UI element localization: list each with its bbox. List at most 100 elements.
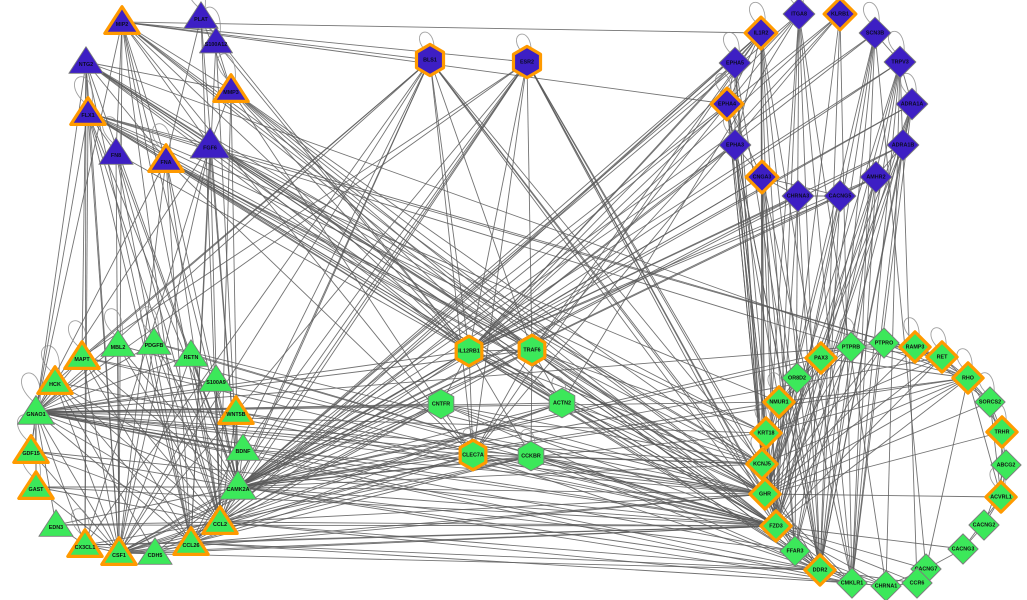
node-shape-diamond[interactable] <box>947 533 979 565</box>
node-shape-triangle[interactable] <box>201 505 239 535</box>
node-shape-diamond[interactable] <box>859 160 893 194</box>
graph-node[interactable]: SCN3B <box>858 16 892 50</box>
node-shape-diamond[interactable] <box>781 362 813 394</box>
node-shape-triangle[interactable] <box>17 470 55 500</box>
node-shape-diamond[interactable] <box>718 46 752 80</box>
node-shape-diamond[interactable] <box>762 385 796 419</box>
node-shape-diamond[interactable] <box>990 449 1022 481</box>
graph-node[interactable]: CACNG2 <box>968 509 1000 541</box>
graph-node[interactable]: PLAT <box>183 1 219 29</box>
node-shape-diamond[interactable] <box>951 361 985 395</box>
node-shape-diamond[interactable] <box>718 128 752 162</box>
node-shape-triangle[interactable] <box>198 364 234 392</box>
node-shape-triangle[interactable] <box>147 143 185 173</box>
graph-node[interactable]: AMHR2 <box>859 160 893 194</box>
graph-node[interactable]: MBL2 <box>100 329 136 357</box>
node-shape-diamond[interactable] <box>709 86 745 122</box>
node-shape-hexagon[interactable] <box>414 42 446 78</box>
graph-node[interactable]: CACNG3 <box>947 533 979 565</box>
graph-node[interactable]: FFAR3 <box>779 535 811 567</box>
node-shape-triangle[interactable] <box>172 526 210 556</box>
node-shape-diamond[interactable] <box>748 477 782 511</box>
graph-node[interactable]: EDN3 <box>38 509 74 537</box>
node-shape-diamond[interactable] <box>759 509 793 543</box>
node-shape-diamond[interactable] <box>984 480 1018 514</box>
node-shape-triangle[interactable] <box>136 327 172 355</box>
node-shape-hexagon[interactable] <box>517 333 547 367</box>
node-shape-diamond[interactable] <box>886 128 920 162</box>
node-shape-diamond[interactable] <box>925 340 959 374</box>
node-shape-diamond[interactable] <box>749 416 783 450</box>
node-shape-diamond[interactable] <box>868 327 900 359</box>
node-shape-triangle[interactable] <box>36 365 74 395</box>
node-shape-diamond[interactable] <box>782 0 816 31</box>
node-shape-triangle[interactable] <box>137 537 173 565</box>
node-shape-diamond[interactable] <box>883 45 917 79</box>
node-shape-diamond[interactable] <box>898 330 932 364</box>
node-shape-triangle[interactable] <box>225 433 261 461</box>
graph-node[interactable]: NTG2 <box>68 46 104 74</box>
node-shape-triangle[interactable] <box>189 126 231 159</box>
graph-node[interactable]: IL12RB1 <box>454 334 484 368</box>
graph-node[interactable]: IL1R2 <box>743 15 779 51</box>
node-shape-diamond[interactable] <box>823 179 857 213</box>
graph-node[interactable]: CHRNA1 <box>870 570 902 600</box>
node-shape-triangle[interactable] <box>100 536 138 566</box>
node-shape-triangle[interactable] <box>12 434 50 464</box>
graph-node[interactable]: TRHR <box>985 415 1019 449</box>
graph-node[interactable]: KLRB1 <box>822 0 858 32</box>
node-shape-diamond[interactable] <box>858 16 892 50</box>
node-shape-diamond[interactable] <box>974 386 1006 418</box>
graph-node[interactable]: S100A12 <box>199 26 233 54</box>
node-shape-triangle[interactable] <box>173 339 209 367</box>
graph-node[interactable]: BLS1 <box>414 42 446 78</box>
graph-node[interactable]: TRPV3 <box>883 45 917 79</box>
node-shape-triangle[interactable] <box>183 1 219 29</box>
node-shape-triangle[interactable] <box>98 137 134 165</box>
node-shape-diamond[interactable] <box>803 553 837 587</box>
graph-node[interactable]: ESR2 <box>511 44 543 80</box>
node-shape-diamond[interactable] <box>745 447 779 481</box>
node-shape-diamond[interactable] <box>895 87 929 121</box>
node-shape-triangle[interactable] <box>68 46 104 74</box>
graph-node[interactable]: RHO <box>951 361 985 395</box>
node-shape-triangle[interactable] <box>66 528 104 558</box>
graph-node[interactable]: CLEC7A <box>458 438 488 472</box>
node-shape-triangle[interactable] <box>219 470 257 500</box>
node-shape-diamond[interactable] <box>985 415 1019 449</box>
node-shape-triangle[interactable] <box>38 509 74 537</box>
graph-node[interactable]: FN8 <box>98 137 134 165</box>
graph-node[interactable]: SORCS2 <box>974 386 1006 418</box>
node-shape-diamond[interactable] <box>781 179 815 213</box>
node-shape-diamond[interactable] <box>743 15 779 51</box>
node-shape-triangle[interactable] <box>63 340 101 370</box>
node-shape-hexagon[interactable] <box>454 334 484 368</box>
node-shape-diamond[interactable] <box>835 331 867 363</box>
node-shape-triangle[interactable] <box>100 329 136 357</box>
node-shape-diamond[interactable] <box>870 570 902 600</box>
node-shape-triangle[interactable] <box>212 73 250 103</box>
node-shape-diamond[interactable] <box>836 567 868 599</box>
node-shape-diamond[interactable] <box>804 341 838 375</box>
node-shape-diamond[interactable] <box>822 0 858 32</box>
node-shape-hexagon[interactable] <box>548 387 576 419</box>
graph-node[interactable]: MIP2 <box>103 5 141 35</box>
node-shape-diamond[interactable] <box>968 509 1000 541</box>
graph-node[interactable]: GDF15 <box>12 434 50 464</box>
graph-node[interactable]: WNT5B <box>217 395 255 425</box>
node-shape-hexagon[interactable] <box>427 388 455 420</box>
node-shape-triangle[interactable] <box>69 96 107 126</box>
graph-node[interactable]: TRAF6 <box>517 333 547 367</box>
node-shape-diamond[interactable] <box>901 567 933 599</box>
node-shape-hexagon[interactable] <box>458 438 488 472</box>
node-shape-triangle[interactable] <box>217 395 255 425</box>
node-shape-triangle[interactable] <box>199 26 233 54</box>
graph-node[interactable]: CNGA3 <box>744 159 780 195</box>
node-shape-triangle[interactable] <box>17 395 55 425</box>
graph-node[interactable]: GAST <box>17 470 55 500</box>
node-shape-diamond[interactable] <box>744 159 780 195</box>
node-shape-hexagon[interactable] <box>511 44 543 80</box>
node-shape-diamond[interactable] <box>779 535 811 567</box>
node-shape-triangle[interactable] <box>103 5 141 35</box>
